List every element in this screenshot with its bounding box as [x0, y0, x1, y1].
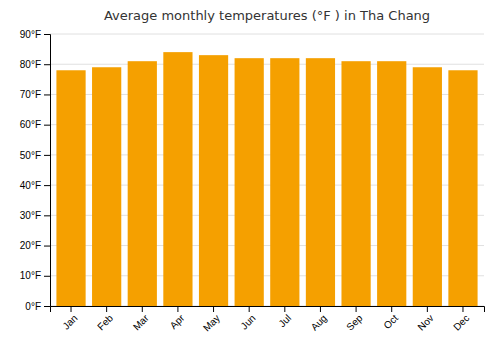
tick: 50°F	[20, 150, 50, 161]
tick: 70°F	[20, 89, 50, 100]
tick-label: 30°F	[20, 210, 41, 221]
tick: 60°F	[20, 119, 50, 130]
bar	[448, 70, 477, 306]
tick: Oct	[381, 306, 400, 331]
tick: 90°F	[20, 29, 50, 40]
tick-label: May	[201, 312, 222, 333]
grid-line	[50, 64, 484, 65]
tick: 30°F	[20, 210, 50, 221]
axis-line	[51, 307, 485, 313]
y-axis: 0°F 10°F 20°F 30°F 40°F 50°F 60°F 70°F 80°F 90°F	[20, 29, 51, 312]
axis-line	[44, 35, 51, 307]
tick-mark	[44, 246, 50, 247]
tick-label: Jul	[276, 312, 293, 329]
tick-mark	[106, 306, 107, 312]
tick-mark	[427, 306, 428, 312]
bar	[128, 61, 157, 306]
bar	[377, 61, 406, 306]
tick-mark	[44, 94, 50, 95]
tick-mark	[44, 215, 50, 216]
grid	[50, 34, 484, 306]
tick-mark	[44, 185, 50, 186]
x-axis: Jan Feb Mar Apr May Jun Jul Aug Sep Oct Nov Dec	[51, 306, 485, 334]
tick-label: Sep	[344, 312, 365, 333]
tick: Jan	[60, 306, 79, 332]
tick: 40°F	[20, 180, 50, 191]
tick-label: Feb	[95, 312, 115, 332]
tick-mark	[249, 306, 250, 312]
tick-label: Jun	[238, 312, 257, 331]
tick: Mar	[131, 306, 151, 332]
tick-label: Mar	[131, 312, 151, 332]
tick-mark	[356, 306, 357, 312]
tick-label: 90°F	[20, 29, 41, 40]
tick-mark	[44, 125, 50, 126]
bar	[413, 67, 442, 306]
tick-label: 20°F	[20, 240, 41, 251]
tick-mark	[44, 155, 50, 156]
tick-label: Apr	[168, 312, 187, 331]
tick-mark	[44, 34, 50, 35]
tick-label: Aug	[309, 312, 329, 332]
tick-mark	[142, 306, 143, 312]
title: Average monthly temperatures (°F ) in Th…	[104, 8, 430, 23]
tick: May	[201, 306, 222, 334]
tick-label: Dec	[451, 312, 471, 332]
tick-label: 70°F	[20, 89, 41, 100]
tick-mark	[462, 306, 463, 312]
tick-label: 50°F	[20, 150, 41, 161]
tick: Nov	[415, 306, 435, 333]
tick-mark	[71, 306, 72, 312]
tick: Apr	[168, 306, 187, 331]
tick-mark	[44, 64, 50, 65]
tick-label: 0°F	[25, 301, 41, 312]
tick: 20°F	[20, 240, 50, 251]
tick-label: Oct	[381, 312, 400, 331]
tick: Aug	[309, 306, 329, 333]
bar	[270, 58, 299, 306]
tick-label: Nov	[415, 312, 435, 332]
tick-label: Jan	[60, 312, 79, 331]
tick: Dec	[451, 306, 471, 333]
tick-label: 10°F	[20, 270, 41, 281]
bar	[92, 67, 121, 306]
tick-label: 60°F	[20, 119, 41, 130]
tick: Feb	[95, 306, 115, 332]
tick: Sep	[344, 306, 365, 333]
tick: 80°F	[20, 59, 50, 70]
grid-line	[50, 34, 484, 35]
bar	[163, 52, 192, 306]
bar	[306, 58, 335, 306]
tick-label: 40°F	[20, 180, 41, 191]
chart: 0°F 10°F 20°F 30°F 40°F 50°F 60°F 70°F 80°F 90°F J…	[0, 0, 500, 350]
bar	[199, 55, 228, 306]
bar	[341, 61, 370, 306]
tick-mark	[320, 306, 321, 312]
tick-mark	[284, 306, 285, 312]
tick: 10°F	[20, 270, 50, 281]
bar	[235, 58, 264, 306]
tick-mark	[177, 306, 178, 312]
tick-label: 80°F	[20, 59, 41, 70]
plot: 0°F 10°F 20°F 30°F 40°F 50°F 60°F 70°F 80°F 90°F J…	[20, 29, 485, 334]
tick: 0°F	[25, 301, 50, 312]
tick: Jun	[238, 306, 257, 332]
bars	[56, 52, 477, 306]
bar	[56, 70, 85, 306]
tick-mark	[44, 276, 50, 277]
tick: Jul	[276, 306, 293, 329]
tick-mark	[213, 306, 214, 312]
tick-mark	[44, 306, 50, 307]
tick-mark	[391, 306, 392, 312]
